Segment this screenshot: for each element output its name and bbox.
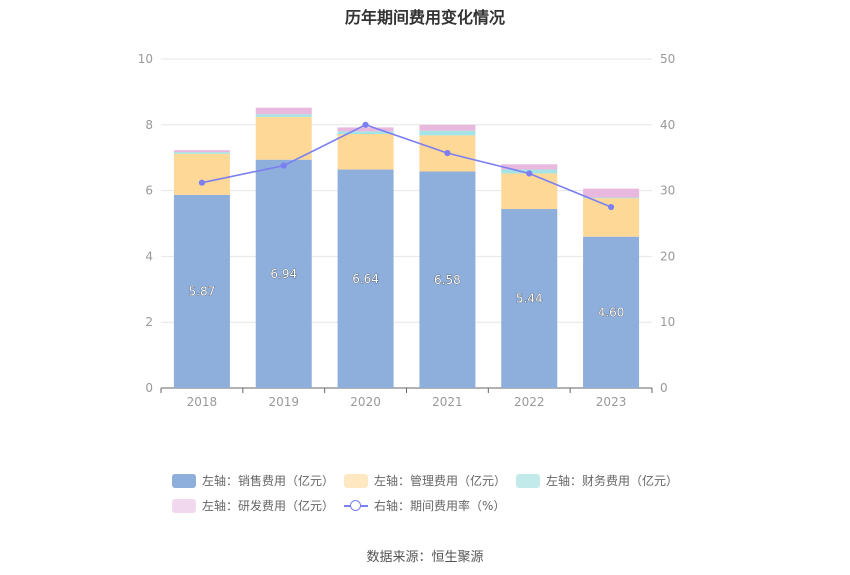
bar-segment-3 [419, 124, 476, 131]
bar-segment-2 [419, 130, 476, 136]
expense-rate-point [362, 121, 369, 128]
expense-rate-point [607, 203, 615, 211]
x-tick-label: 2020 [350, 395, 381, 409]
y-left-tick-label: 6 [145, 184, 153, 198]
x-tick-label: 2023 [596, 395, 627, 409]
y-right-tick-label: 40 [660, 118, 675, 132]
y-left-tick-label: 2 [145, 315, 153, 329]
y-left-tick-label: 8 [145, 118, 153, 132]
bar-value-label: 6.58 [434, 273, 461, 287]
expense-rate-point [280, 162, 287, 169]
chart-canvas: 0 2 4 6 8 10 0 10 20 30 40 50 5.87 2018 6.94 2019 6.64 20… [138, 52, 676, 409]
bar-segment-1 [583, 198, 640, 237]
x-tick-label: 2021 [432, 395, 463, 409]
bar-segment-3 [173, 150, 230, 153]
bar-segment-2 [337, 131, 394, 135]
bar-segment-2 [173, 152, 230, 154]
legend-label-admin: 左轴：管理费用（亿元） [374, 474, 507, 488]
bar-segment-2 [255, 114, 312, 117]
y-right-tick-label: 20 [660, 249, 675, 263]
bar-value-label: 6.94 [270, 267, 297, 281]
y-left-tick-label: 10 [138, 52, 153, 66]
legend-swatch-admin [344, 473, 368, 488]
legend-item-finance[interactable]: 左轴：财务费用（亿元） [516, 472, 678, 489]
bar-segment-1 [255, 116, 312, 160]
data-source: 数据来源：恒生聚源 [366, 550, 484, 565]
bar-segment-1 [337, 134, 394, 170]
y-right-tick-label: 30 [660, 184, 675, 198]
legend-label-sales: 左轴：销售费用（亿元） [202, 474, 335, 488]
x-tick-label: 2018 [187, 395, 218, 409]
legend-swatch-sales [172, 473, 196, 488]
bar-segment-3 [337, 127, 394, 132]
legend-label-expense-rate: 右轴：期间费用率（%） [374, 499, 506, 513]
expense-rate-point [526, 170, 533, 177]
legend-line-icon [344, 499, 368, 513]
bar-value-label: 6.64 [352, 272, 379, 286]
bar-value-label: 4.60 [598, 305, 625, 319]
chart-title: 历年期间费用变化情况 [344, 8, 505, 27]
expense-rate-point [444, 149, 451, 157]
expense-rate-point [198, 179, 206, 186]
bar-segment-3 [583, 188, 640, 198]
bar-segment-0 [337, 169, 394, 388]
y-left-tick-label: 0 [145, 381, 153, 395]
legend-item-rd[interactable]: 左轴：研发费用（亿元） [172, 497, 334, 514]
expense-rate-line [201, 123, 612, 208]
legend-label-rd: 左轴：研发费用（亿元） [202, 499, 335, 513]
bar-value-label: 5.87 [189, 284, 216, 298]
legend-swatch-finance [516, 473, 540, 488]
legend-item-sales[interactable]: 左轴：销售费用（亿元） [172, 472, 334, 489]
x-tick-label: 2022 [514, 395, 545, 409]
y-right-tick-label: 10 [660, 315, 675, 329]
bar-segment-0 [173, 194, 230, 388]
y-right-tick-label: 50 [660, 52, 675, 66]
bar-segment-0 [501, 209, 558, 388]
bar-segment-0 [255, 159, 312, 388]
bar-segment-1 [501, 173, 558, 210]
bar-segment-0 [583, 236, 640, 388]
bar-segment-1 [173, 153, 230, 195]
bar-segment-3 [255, 107, 312, 115]
x-tick-label: 2019 [268, 395, 299, 409]
bar-segment-0 [419, 171, 476, 388]
bar-value-label: 5.44 [516, 292, 543, 306]
bar-segment-3 [501, 164, 558, 170]
legend-swatch-rd [172, 498, 196, 513]
legend-item-expense-rate[interactable]: 右轴：期间费用率（%） [344, 497, 505, 514]
y-left-tick-label: 4 [145, 249, 153, 263]
bar-segment-2 [583, 197, 640, 199]
y-right-tick-label: 0 [660, 381, 668, 395]
legend-item-admin[interactable]: 左轴：管理费用（亿元） [344, 472, 506, 489]
legend-label-finance: 左轴：财务费用（亿元） [546, 474, 679, 488]
